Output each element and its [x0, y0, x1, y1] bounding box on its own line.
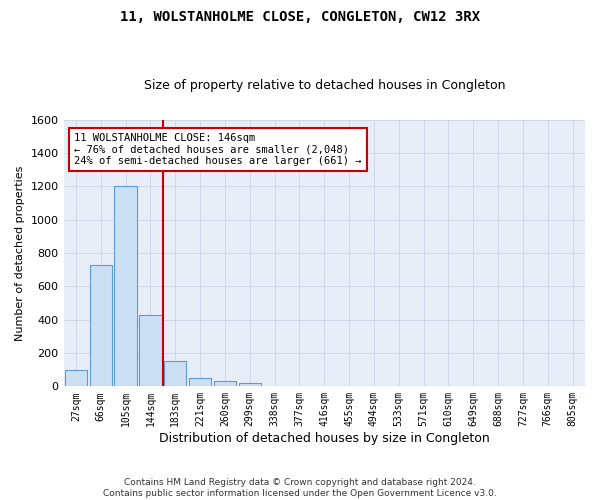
Text: Contains HM Land Registry data © Crown copyright and database right 2024.
Contai: Contains HM Land Registry data © Crown c…	[103, 478, 497, 498]
Bar	[139, 314, 161, 386]
Bar	[239, 383, 261, 386]
Bar	[164, 362, 187, 386]
Text: 11 WOLSTANHOLME CLOSE: 146sqm
← 76% of detached houses are smaller (2,048)
24% o: 11 WOLSTANHOLME CLOSE: 146sqm ← 76% of d…	[74, 133, 361, 166]
Bar	[214, 382, 236, 386]
Y-axis label: Number of detached properties: Number of detached properties	[15, 166, 25, 340]
X-axis label: Distribution of detached houses by size in Congleton: Distribution of detached houses by size …	[159, 432, 490, 445]
Bar	[89, 264, 112, 386]
Title: Size of property relative to detached houses in Congleton: Size of property relative to detached ho…	[143, 79, 505, 92]
Bar	[65, 370, 87, 386]
Text: 11, WOLSTANHOLME CLOSE, CONGLETON, CW12 3RX: 11, WOLSTANHOLME CLOSE, CONGLETON, CW12 …	[120, 10, 480, 24]
Bar	[189, 378, 211, 386]
Bar	[115, 186, 137, 386]
